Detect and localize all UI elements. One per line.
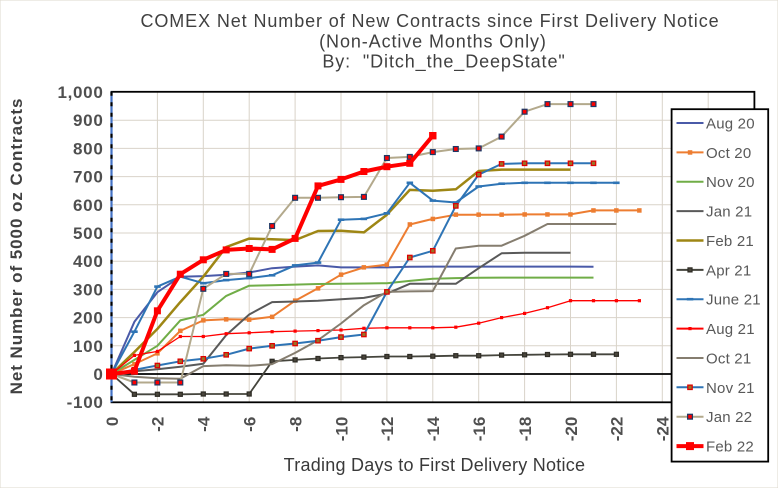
svg-text:Aug 20: Aug 20 (706, 116, 755, 133)
svg-text:-100: -100 (67, 393, 104, 412)
svg-text:By: "Ditch_the_DeepState": By: "Ditch_the_DeepState" (322, 52, 565, 73)
svg-text:200: 200 (73, 309, 103, 328)
svg-text:Feb 22: Feb 22 (706, 439, 754, 456)
svg-text:0: 0 (103, 417, 122, 426)
svg-text:-4: -4 (195, 416, 214, 432)
svg-text:Jan 22: Jan 22 (706, 409, 752, 426)
svg-text:Nov 20: Nov 20 (706, 174, 755, 191)
svg-text:-22: -22 (608, 417, 627, 442)
svg-text:Nov 21: Nov 21 (706, 380, 755, 397)
svg-text:(Non-Active Months Only): (Non-Active Months Only) (319, 32, 547, 52)
svg-text:Feb 21: Feb 21 (706, 233, 754, 250)
svg-text:Oct 20: Oct 20 (706, 145, 751, 162)
svg-text:June 21: June 21 (706, 292, 761, 309)
svg-text:-14: -14 (424, 416, 443, 441)
svg-text:Net Number of 5000 oz Contract: Net Number of 5000 oz Contracts (7, 98, 26, 395)
svg-text:-18: -18 (516, 417, 535, 442)
svg-text:0: 0 (93, 365, 103, 384)
svg-text:COMEX Net Number of New Contra: COMEX Net Number of New Contracts since … (140, 11, 719, 31)
svg-text:500: 500 (73, 224, 103, 243)
svg-text:900: 900 (73, 111, 103, 130)
svg-text:Trading Days to First Delivery: Trading Days to First Delivery Notice (284, 455, 586, 475)
svg-text:-16: -16 (470, 417, 489, 442)
svg-text:800: 800 (73, 139, 103, 158)
svg-text:600: 600 (73, 196, 103, 215)
svg-text:700: 700 (73, 168, 103, 187)
svg-text:-12: -12 (378, 417, 397, 442)
svg-text:-24: -24 (654, 416, 673, 441)
svg-text:-6: -6 (241, 417, 260, 432)
svg-text:300: 300 (73, 280, 103, 299)
svg-text:Apr 21: Apr 21 (706, 262, 751, 279)
svg-text:-8: -8 (286, 417, 305, 432)
svg-text:400: 400 (73, 252, 103, 271)
svg-text:-20: -20 (562, 417, 581, 442)
svg-text:Oct 21: Oct 21 (706, 351, 751, 368)
svg-text:1,000: 1,000 (57, 83, 103, 102)
svg-text:Jan 21: Jan 21 (706, 204, 752, 221)
svg-text:Aug 21: Aug 21 (706, 321, 755, 338)
svg-text:-2: -2 (149, 417, 168, 432)
svg-text:-10: -10 (332, 417, 351, 442)
svg-text:100: 100 (73, 337, 103, 356)
